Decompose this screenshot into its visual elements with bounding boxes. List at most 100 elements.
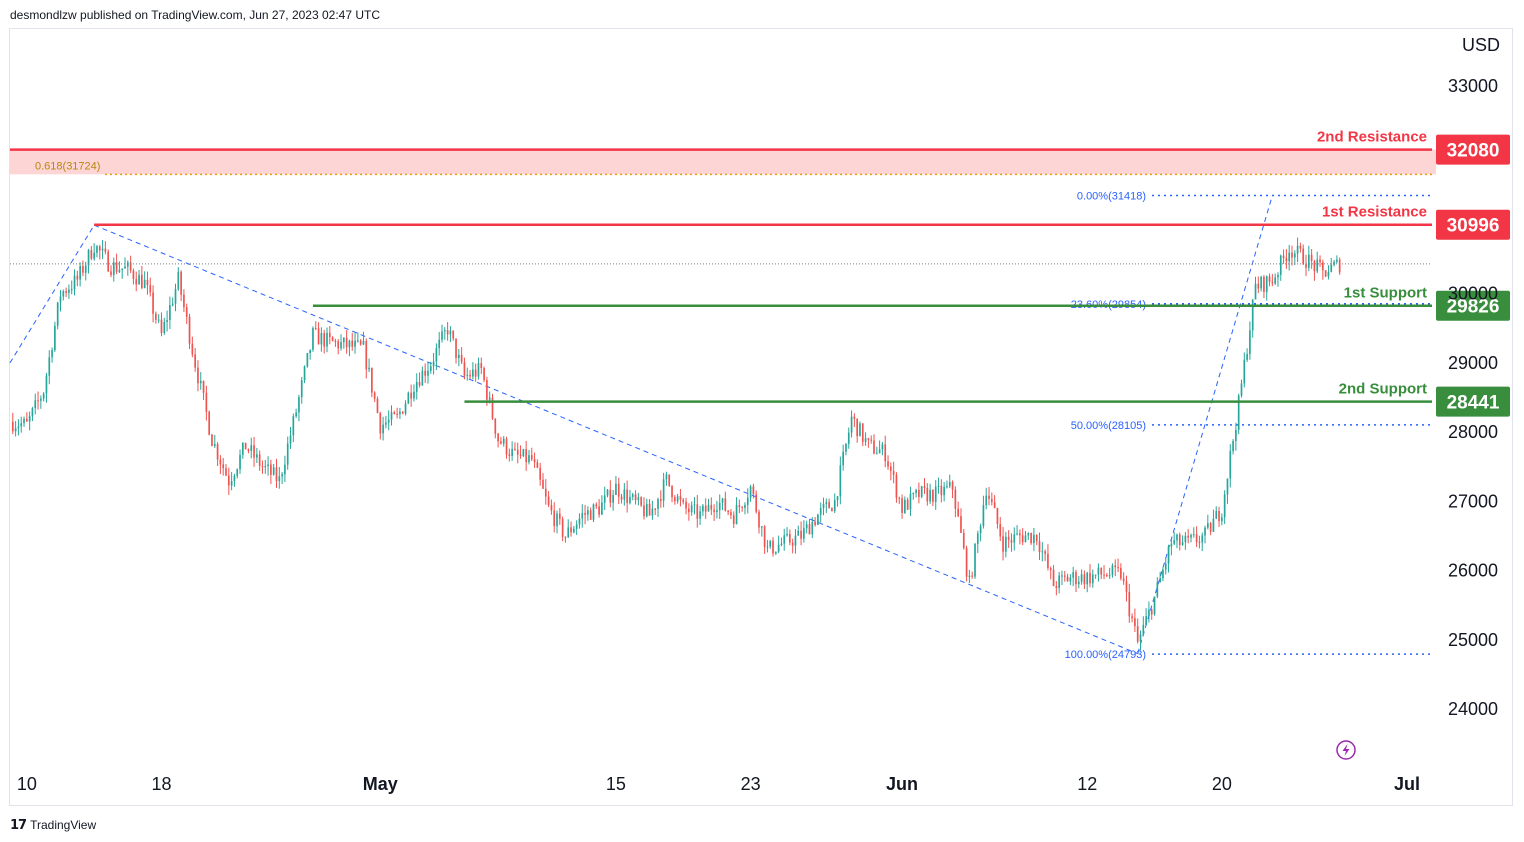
candle-body — [500, 441, 502, 444]
candle-body — [539, 467, 542, 480]
lightning-icon[interactable] — [1336, 740, 1356, 760]
candle-body — [354, 340, 356, 347]
candle-body — [932, 490, 934, 502]
resistance-label: 2nd Resistance — [1317, 129, 1427, 146]
candle-body — [814, 521, 816, 525]
candle-body — [760, 526, 763, 528]
candle-body — [721, 498, 724, 503]
x-tick-label: Jun — [886, 774, 918, 794]
candle-body — [643, 505, 645, 517]
candle-body — [856, 418, 859, 437]
candle-body — [1299, 245, 1302, 249]
candle-body — [774, 551, 777, 554]
candle-body — [194, 354, 196, 368]
candle-body — [595, 504, 598, 507]
x-tick-label: 18 — [151, 774, 171, 794]
candle-body — [132, 270, 135, 280]
candle-body — [213, 444, 216, 447]
candle-body — [449, 330, 452, 335]
candle-body — [999, 524, 1002, 537]
candle-body — [393, 412, 396, 414]
candle-body — [155, 313, 157, 320]
tradingview-brand[interactable]: 𝟭𝟳 TradingView — [10, 817, 96, 833]
candle-body — [1192, 534, 1195, 536]
candle-body — [570, 527, 572, 533]
candle-body — [1125, 581, 1128, 592]
candle-body — [157, 319, 160, 321]
candle-body — [741, 506, 744, 508]
candle-body — [483, 368, 485, 381]
candle-body — [345, 337, 348, 348]
candle-body — [104, 248, 107, 252]
candle-body — [1052, 569, 1055, 586]
candle-body — [141, 274, 143, 288]
candle-body — [696, 504, 699, 519]
candle-body — [904, 499, 906, 513]
candle-body — [1139, 634, 1142, 642]
x-tick-label: May — [363, 774, 398, 794]
resistance-zone — [10, 149, 1436, 175]
candle-body — [1226, 478, 1229, 495]
candle-body — [1232, 440, 1234, 452]
candle-body — [690, 505, 693, 513]
candle-body — [817, 514, 819, 525]
candle-body — [1164, 563, 1167, 570]
candle-body — [679, 496, 682, 500]
candle-body — [758, 511, 760, 528]
candle-body — [222, 464, 225, 469]
candle-body — [906, 499, 909, 510]
candle-body — [825, 502, 828, 505]
candle-body — [881, 444, 884, 450]
candle-body — [1324, 270, 1327, 277]
candle-body — [1204, 527, 1206, 536]
candle-body — [671, 485, 673, 498]
candle-body — [623, 489, 626, 500]
candle-body — [550, 505, 553, 511]
candle-body — [443, 330, 446, 332]
candle-body — [1117, 567, 1119, 569]
candle-body — [918, 489, 920, 497]
candle-body — [188, 316, 191, 344]
candle-body — [971, 575, 974, 577]
candle-body — [558, 513, 561, 519]
candle-body — [951, 481, 954, 490]
y-tick-label: 33000 — [1448, 76, 1498, 96]
candle-body — [1307, 254, 1310, 268]
candle-body — [1167, 546, 1170, 564]
candle-body — [124, 266, 126, 269]
candle-body — [1069, 577, 1072, 582]
candle-body — [1260, 277, 1262, 289]
candle-body — [1293, 253, 1296, 258]
candle-body — [525, 449, 528, 463]
candle-body — [340, 342, 342, 349]
candle-body — [884, 444, 887, 462]
candle-body — [59, 296, 62, 303]
candle-body — [357, 340, 359, 342]
candle-body — [573, 528, 575, 533]
candle-body — [42, 393, 45, 399]
candle-body — [1291, 252, 1293, 258]
candle-body — [84, 265, 87, 273]
candle-body — [1105, 575, 1108, 577]
candle-body — [870, 439, 873, 441]
candle-body — [704, 505, 707, 512]
candle-body — [396, 413, 398, 415]
candle-body — [208, 411, 211, 435]
candle-body — [514, 448, 516, 450]
candle-body — [1209, 523, 1212, 532]
candle-body — [564, 536, 567, 538]
candle-body — [1013, 534, 1016, 543]
candle-body — [337, 341, 340, 349]
candle-body — [867, 438, 870, 440]
candle-body — [160, 319, 163, 334]
candle-body — [842, 451, 844, 466]
candle-body — [727, 510, 729, 513]
candle-body — [735, 505, 738, 524]
candle-body — [853, 416, 856, 419]
candle-body — [427, 370, 429, 376]
candle-body — [685, 501, 687, 509]
candle-body — [174, 289, 177, 304]
candle-body — [1027, 532, 1030, 536]
candle-body — [376, 398, 379, 413]
